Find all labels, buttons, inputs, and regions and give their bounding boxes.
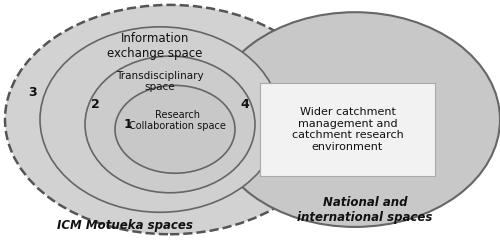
Ellipse shape: [115, 85, 235, 173]
Text: 3: 3: [28, 86, 37, 99]
Text: National and
international spaces: National and international spaces: [298, 196, 432, 224]
Text: 1: 1: [123, 118, 132, 131]
Text: Information
exchange space: Information exchange space: [108, 32, 202, 60]
Ellipse shape: [40, 27, 280, 212]
Ellipse shape: [5, 5, 335, 234]
Text: Wider catchment
management and
catchment research
environment: Wider catchment management and catchment…: [292, 107, 404, 152]
Ellipse shape: [210, 12, 500, 227]
Text: Research
Collaboration space: Research Collaboration space: [129, 110, 226, 132]
FancyBboxPatch shape: [260, 83, 435, 176]
Text: 4: 4: [240, 98, 250, 112]
Text: ICM Motueka spaces: ICM Motueka spaces: [57, 219, 193, 232]
Ellipse shape: [85, 56, 255, 193]
Text: 2: 2: [90, 98, 100, 112]
Text: Transdisciplinary
space: Transdisciplinary space: [116, 71, 204, 92]
